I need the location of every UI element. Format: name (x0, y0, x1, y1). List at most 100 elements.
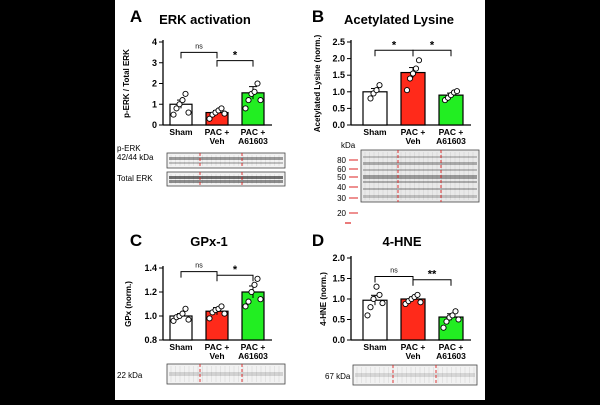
panel-c-letter: C (130, 231, 142, 250)
blot-ladder-label: 40 (337, 183, 346, 192)
panel-a-sig-label: ns (195, 43, 203, 50)
panel-a-title: ERK activation (159, 12, 251, 27)
blot-acetyl-lysine-band (363, 169, 477, 171)
panel-a-datapoint (242, 105, 249, 112)
panel-d-datapoint (367, 304, 374, 311)
panel-b-category-label: Veh (405, 136, 420, 146)
panel-d-datapoint (414, 291, 421, 298)
panel-b-datapoint (406, 75, 414, 82)
panel-b-ylabel: Acetylated Lysine (norm.) (313, 34, 322, 132)
panel-b-title: Acetylated Lysine (344, 12, 454, 27)
panel-a-datapoint (179, 97, 186, 104)
blot-label-p-erk: p-ERK (117, 144, 141, 153)
panel-a-datapoint (170, 111, 177, 118)
panel-b-ytick-label: 2.5 (332, 37, 345, 47)
panel-b-category-label: Sham (363, 127, 387, 137)
panel-a-category-label: Sham (169, 127, 193, 137)
blot-acetyl-lysine-band (363, 175, 477, 179)
panel-d-ylabel: 4-HNE (norm.) (319, 272, 328, 326)
panel-b-datapoint (373, 87, 380, 94)
panel-c-ylabel: GPx (norm.) (124, 281, 133, 327)
blot-label-p-erk: 42/44 kDa (117, 153, 154, 162)
blot-p-erk-band (169, 162, 283, 164)
panel-b-sig-label: * (430, 39, 435, 51)
panel-d-category-label: A61603 (436, 351, 466, 361)
blot-gpx (166, 363, 286, 385)
blot-label-total-erk: Total ERK (117, 174, 153, 183)
panel-c-category-label: PAC + (241, 342, 266, 352)
panel-d-ytick-label: 1.0 (332, 294, 345, 304)
panel-c-ytick-label: 1.4 (144, 263, 157, 273)
panel-c-datapoint (248, 288, 255, 296)
panel-c-datapoint (221, 310, 228, 317)
panel-d-datapoint (373, 283, 380, 290)
panel-d-datapoint (443, 318, 450, 325)
blot-acetyl-lysine-band (363, 162, 477, 165)
panel-c-sig-bracket (180, 271, 218, 278)
panel-d-ytick-label: 0.0 (332, 335, 345, 345)
panel-c-title: GPx-1 (190, 234, 228, 249)
blot-ladder-label: 60 (337, 165, 346, 174)
panel-c-category-label: PAC + (205, 342, 230, 352)
figure-svg: A ERK activation p-ERK / Total ERK 0 1 2 3 4 Sha… (117, 7, 480, 386)
panel-b-category-label: PAC + (401, 127, 426, 137)
blot-p-erk-band (169, 157, 283, 160)
panel-d-ytick-label: 2.0 (332, 253, 345, 263)
panel-a-datapoint (176, 101, 183, 108)
panel-b-bar-2 (400, 71, 426, 126)
panel-d-datapoint (440, 324, 447, 331)
panel-c-datapoint (206, 315, 213, 322)
panel-b-datapoint (409, 70, 417, 77)
panel-a-datapoint (221, 110, 228, 117)
blot-total-erk-band (169, 176, 283, 179)
panel-d-datapoint (417, 299, 424, 306)
panel-d-datapoint (449, 312, 456, 319)
panel-b-ytick-label: 0.5 (332, 103, 345, 113)
panel-a-category-label: A61603 (238, 136, 268, 146)
panel-c-datapoint (182, 305, 189, 312)
blot-p-erk-frame (166, 152, 286, 169)
panel-a-sig-label: * (233, 50, 238, 62)
blot-acetyl-lysine (360, 149, 480, 203)
panel-a-letter: A (130, 7, 142, 26)
panel-a-ytick-label: 1 (152, 99, 157, 109)
panel-a-sig-bracket (216, 60, 254, 67)
blot-4hne (352, 364, 478, 386)
panel-a-category-label: Veh (209, 136, 224, 146)
panel-a-datapoint (218, 105, 225, 112)
panel-d-bar-1 (362, 299, 388, 341)
panel-b-ytick-label: 1.5 (332, 70, 345, 80)
panel-c-datapoint (251, 281, 258, 288)
panel-d-category-label: PAC + (439, 342, 464, 352)
panel-d-category-label: Sham (363, 342, 387, 352)
panel-d-datapoint (379, 300, 386, 307)
panel-c-sig-label: * (233, 264, 238, 276)
blot-label-4hne: 67 kDa (325, 372, 351, 381)
blot-ladder-label: 30 (337, 194, 346, 203)
panel-a-sig-bracket (180, 51, 218, 59)
panel-a-ytick-label: 2 (152, 79, 157, 89)
blot-total-erk (166, 171, 286, 187)
panel-c-datapoint (257, 296, 264, 303)
panel-c-datapoint (242, 303, 249, 310)
panel-d-sig-bracket (374, 275, 414, 283)
blot-ladder-label: 50 (337, 173, 346, 182)
blot-gpx-band (169, 372, 283, 376)
panel-d-sig-label: ns (390, 267, 398, 274)
panel-a-ytick-label: 0 (152, 120, 157, 130)
panel-d-letter: D (312, 231, 324, 250)
panel-b-datapoint (403, 87, 411, 94)
panel-c-category-label: Veh (209, 351, 224, 361)
panel-b-sig-label: * (392, 39, 397, 51)
panel-b-datapoint (453, 88, 461, 95)
blot-label-gpx: 22 kDa (117, 371, 143, 380)
figure-canvas: A ERK activation p-ERK / Total ERK 0 1 2 3 4 Sha… (115, 0, 485, 400)
panel-c-category-label: A61603 (238, 351, 268, 361)
panel-c-ytick-label: 0.8 (144, 335, 157, 345)
panel-d-sig-label: ** (428, 269, 437, 281)
panel-a-datapoint (245, 97, 252, 104)
panel-d-datapoint (455, 316, 462, 323)
panel-b-ytick-label: 0.0 (332, 120, 345, 130)
blot-acetyl-lysine-band (363, 188, 477, 190)
panel-b-letter: B (312, 7, 324, 26)
